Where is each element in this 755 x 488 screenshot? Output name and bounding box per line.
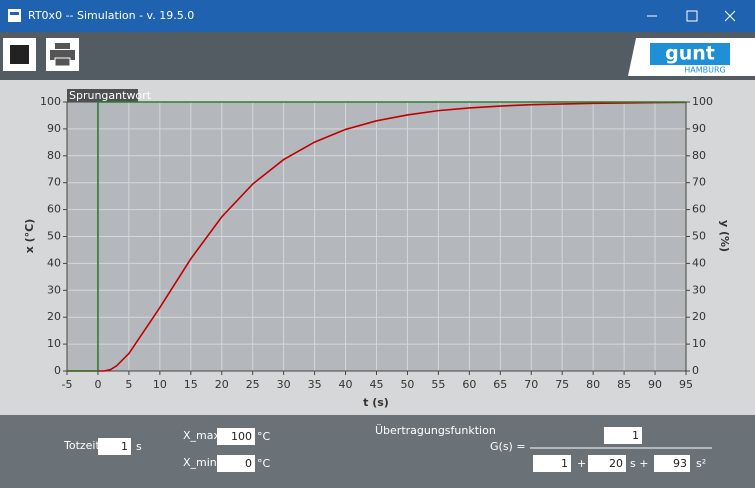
transfer-function-label: Übertragungsfunktion bbox=[375, 424, 496, 437]
y2-tick-label: 70 bbox=[692, 176, 706, 189]
y-tick-label: 20 bbox=[47, 310, 61, 323]
c0-input[interactable] bbox=[533, 455, 571, 472]
logo-name: gunt bbox=[665, 43, 715, 65]
x-tick-label: 10 bbox=[153, 378, 167, 391]
data-line bbox=[67, 101, 687, 372]
c1-input[interactable] bbox=[588, 455, 626, 472]
app-icon bbox=[8, 9, 21, 22]
series bbox=[67, 101, 687, 372]
dead-time-input[interactable] bbox=[98, 438, 131, 455]
x-tick-label: 65 bbox=[493, 378, 507, 391]
x-tick-label: 40 bbox=[339, 378, 353, 391]
x-tick-label: 45 bbox=[370, 378, 384, 391]
x-tick-label: 80 bbox=[586, 378, 600, 391]
y2-tick-label: 30 bbox=[692, 283, 706, 296]
x-tick-label: -5 bbox=[62, 378, 73, 391]
y-tick-label: 40 bbox=[47, 256, 61, 269]
x-min-value: 0 bbox=[245, 457, 252, 470]
y2-tick-label: 40 bbox=[692, 256, 706, 269]
y2-tick-label: 10 bbox=[692, 337, 706, 350]
grid bbox=[66, 101, 687, 372]
x-tick-label: 60 bbox=[462, 378, 476, 391]
x-max-value: 100 bbox=[231, 430, 252, 443]
dead-time-unit: s bbox=[136, 440, 142, 453]
x-tick-label: 5 bbox=[125, 378, 132, 391]
print-icon bbox=[55, 43, 70, 49]
x-max-unit: °C bbox=[257, 430, 271, 443]
chart-title-box bbox=[67, 89, 138, 102]
y-tick-label: 100 bbox=[40, 95, 61, 108]
x-max-label: X_max bbox=[183, 429, 220, 442]
x-max-input[interactable] bbox=[217, 428, 255, 445]
x-min-unit: °C bbox=[257, 457, 271, 470]
y2-tick-label: 90 bbox=[692, 122, 706, 135]
y2-tick-label: 50 bbox=[692, 230, 706, 243]
x-tick-label: 15 bbox=[184, 378, 198, 391]
y2-tick-label: 100 bbox=[692, 95, 713, 108]
app-icon-detail bbox=[10, 12, 19, 15]
y2-axis-label: y (%) bbox=[718, 220, 731, 252]
c0-value: 1 bbox=[561, 457, 568, 470]
x-tick-label: 90 bbox=[648, 378, 662, 391]
window-title: RT0x0 -- Simulation - v. 19.5.0 bbox=[28, 9, 194, 22]
logo bbox=[650, 43, 730, 65]
y2-tick-label: 60 bbox=[692, 203, 706, 216]
y-tick-label: 90 bbox=[47, 122, 61, 135]
s-squared: s² bbox=[696, 457, 706, 470]
y-axis-label: x (°C) bbox=[23, 219, 36, 254]
x-tick-label: 85 bbox=[617, 378, 631, 391]
x-tick-label: 50 bbox=[400, 378, 414, 391]
numerator-input[interactable] bbox=[604, 427, 642, 444]
y-tick-label: 70 bbox=[47, 176, 61, 189]
x-tick-label: 95 bbox=[679, 378, 693, 391]
y2-tick-label: 20 bbox=[692, 310, 706, 323]
x-tick-label: 25 bbox=[246, 378, 260, 391]
x-tick-label: 20 bbox=[215, 378, 229, 391]
logo-city: HAMBURG bbox=[684, 66, 726, 75]
x-tick-label: 30 bbox=[277, 378, 291, 391]
x-tick-label: 70 bbox=[524, 378, 538, 391]
title-bar bbox=[0, 0, 755, 32]
x-axis-label: t (s) bbox=[363, 396, 389, 409]
c2-input[interactable] bbox=[654, 455, 690, 472]
c2-value: 93 bbox=[673, 457, 687, 470]
x-tick-label: 0 bbox=[94, 378, 101, 391]
y-tick-label: 80 bbox=[47, 149, 61, 162]
stop-icon bbox=[10, 45, 29, 64]
dead-time-label: Totzeit bbox=[63, 439, 100, 452]
maximize-button[interactable] bbox=[686, 10, 698, 22]
x-tick-label: 55 bbox=[431, 378, 445, 391]
y-tick-label: 0 bbox=[54, 364, 61, 377]
numerator-value: 1 bbox=[632, 429, 639, 442]
y-tick-label: 60 bbox=[47, 203, 61, 216]
data-line bbox=[67, 101, 686, 372]
y-tick-label: 10 bbox=[47, 337, 61, 350]
x-min-label: X_min bbox=[183, 456, 217, 469]
x-tick-label: 35 bbox=[308, 378, 322, 391]
y2-tick-label: 80 bbox=[692, 149, 706, 162]
close-button[interactable] bbox=[724, 10, 736, 22]
dead-time-value: 1 bbox=[121, 440, 128, 453]
plus-sign: + bbox=[577, 457, 586, 470]
x-min-input[interactable] bbox=[217, 455, 255, 472]
print-button[interactable] bbox=[46, 38, 79, 71]
s-plus: s + bbox=[630, 457, 648, 470]
y2-tick-label: 0 bbox=[692, 364, 699, 377]
y-tick-label: 30 bbox=[47, 283, 61, 296]
c1-value: 20 bbox=[609, 457, 623, 470]
print-icon bbox=[50, 50, 75, 60]
transfer-function-lhs: G(s) = bbox=[490, 440, 526, 453]
chart-title: Sprungantwort bbox=[69, 89, 152, 102]
x-tick-label: 75 bbox=[555, 378, 569, 391]
y-tick-label: 50 bbox=[47, 230, 61, 243]
print-icon bbox=[54, 57, 71, 67]
